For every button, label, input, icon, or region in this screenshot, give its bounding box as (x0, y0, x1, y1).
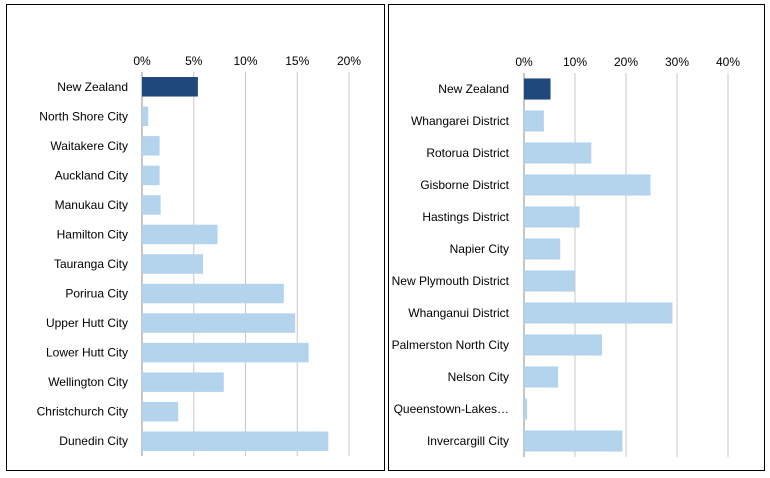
category-label: Gisborne District (420, 178, 509, 192)
category-label: Nelson City (448, 370, 509, 384)
bar (524, 302, 673, 324)
category-label: Napier City (450, 242, 509, 256)
bar (524, 110, 544, 132)
category-label: Queenstown-Lakes… (394, 402, 509, 416)
category-label: Wellington City (48, 375, 128, 389)
x-tick-label: 0% (515, 55, 533, 69)
bar (142, 106, 149, 127)
chart-panel-left: 0% 5% 10% 15% 20% New Zealand North Shore City… (6, 4, 385, 471)
bar (142, 136, 160, 156)
x-tick-label: 0% (133, 54, 151, 68)
x-tick-label: 20% (337, 54, 361, 68)
x-tick-label: 5% (185, 54, 203, 68)
bar-chart-right: 0% 10% 20% 30% 40% New Zealand Whangarei Distr… (392, 55, 740, 457)
bar (142, 342, 309, 363)
bar (142, 313, 296, 333)
x-tick-label: 10% (233, 54, 257, 68)
bar (142, 401, 179, 422)
category-label: Lower Hutt City (46, 346, 128, 360)
bar (524, 430, 623, 452)
category-label: Upper Hutt City (46, 316, 128, 330)
x-tick-label: 15% (285, 54, 309, 68)
x-tick-label: 20% (614, 55, 638, 69)
x-tick-label: 30% (665, 55, 689, 69)
category-label: Whanganui District (408, 306, 509, 320)
category-label: Manukau City (55, 198, 128, 212)
bar (142, 165, 160, 186)
x-tick-label: 40% (716, 55, 740, 69)
bar (524, 334, 603, 356)
bar (142, 283, 284, 304)
bar (142, 372, 224, 392)
category-label: Hastings District (422, 210, 509, 224)
bar (142, 195, 161, 215)
bar (524, 206, 580, 228)
bar (524, 398, 528, 420)
bar (142, 77, 198, 97)
bar (524, 78, 551, 100)
bar (524, 270, 575, 292)
category-label: Hamilton City (57, 227, 128, 241)
category-label: Whangarei District (411, 114, 510, 128)
bar (524, 238, 561, 260)
bar (142, 254, 204, 274)
category-label: Invercargill City (427, 434, 509, 448)
category-label: Porirua City (65, 287, 128, 301)
bar (524, 142, 592, 164)
chart-panel-right: 0% 10% 20% 30% 40% New Zealand Whangarei Distr… (388, 4, 765, 471)
category-label: Waitakere City (50, 139, 128, 153)
bar (524, 174, 651, 196)
category-label: Tauranga City (54, 257, 128, 271)
category-label: New Zealand (57, 80, 128, 94)
bar (142, 431, 329, 451)
category-label: Auckland City (55, 168, 128, 182)
category-label: Dunedin City (59, 434, 128, 448)
x-tick-label: 10% (563, 55, 587, 69)
bar (142, 224, 218, 245)
category-label: Rotorua District (426, 146, 509, 160)
category-label: New Zealand (438, 82, 509, 96)
category-label: Palmerston North City (392, 338, 509, 352)
bar (524, 366, 559, 388)
category-label: New Plymouth District (392, 274, 510, 288)
category-label: North Shore City (39, 109, 128, 123)
category-label: Christchurch City (37, 405, 128, 419)
bar-chart-left: 0% 5% 10% 15% 20% New Zealand North Shore City… (37, 54, 361, 456)
